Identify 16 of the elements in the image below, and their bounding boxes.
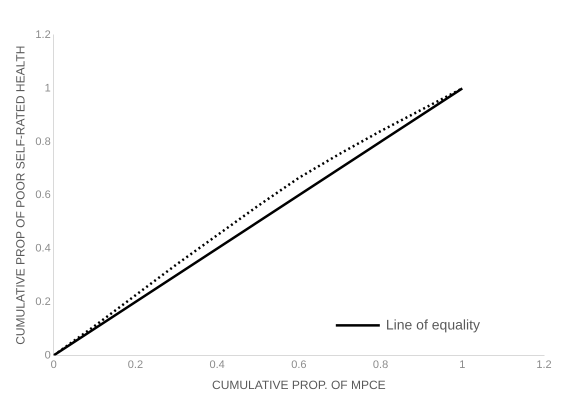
y-tick-label: 0.6 — [35, 189, 51, 202]
x-tick-label: 0.6 — [291, 359, 306, 372]
x-tick-label: 0.2 — [128, 359, 144, 372]
y-tick-label: 0.8 — [35, 136, 51, 148]
y-axis-title: CUMULATIVE PROP OF POOR SELF-RATED HEALTH — [14, 46, 28, 345]
x-tick-label: 0.4 — [209, 359, 225, 372]
x-tick-label: 1.2 — [536, 359, 552, 372]
x-tick-label: 1 — [459, 359, 466, 372]
x-axis-title: CUMULATIVE PROP. OF MPCE — [212, 378, 386, 392]
y-tick-label: 1.2 — [35, 29, 51, 42]
y-tick-label: 1 — [44, 82, 51, 94]
x-tick-label: 0.8 — [372, 359, 388, 372]
y-tick-label: 0 — [44, 349, 51, 362]
y-tick-label: 0.2 — [35, 296, 51, 308]
legend-label: Line of equality — [386, 316, 480, 332]
y-tick-label: 0.4 — [35, 242, 51, 255]
